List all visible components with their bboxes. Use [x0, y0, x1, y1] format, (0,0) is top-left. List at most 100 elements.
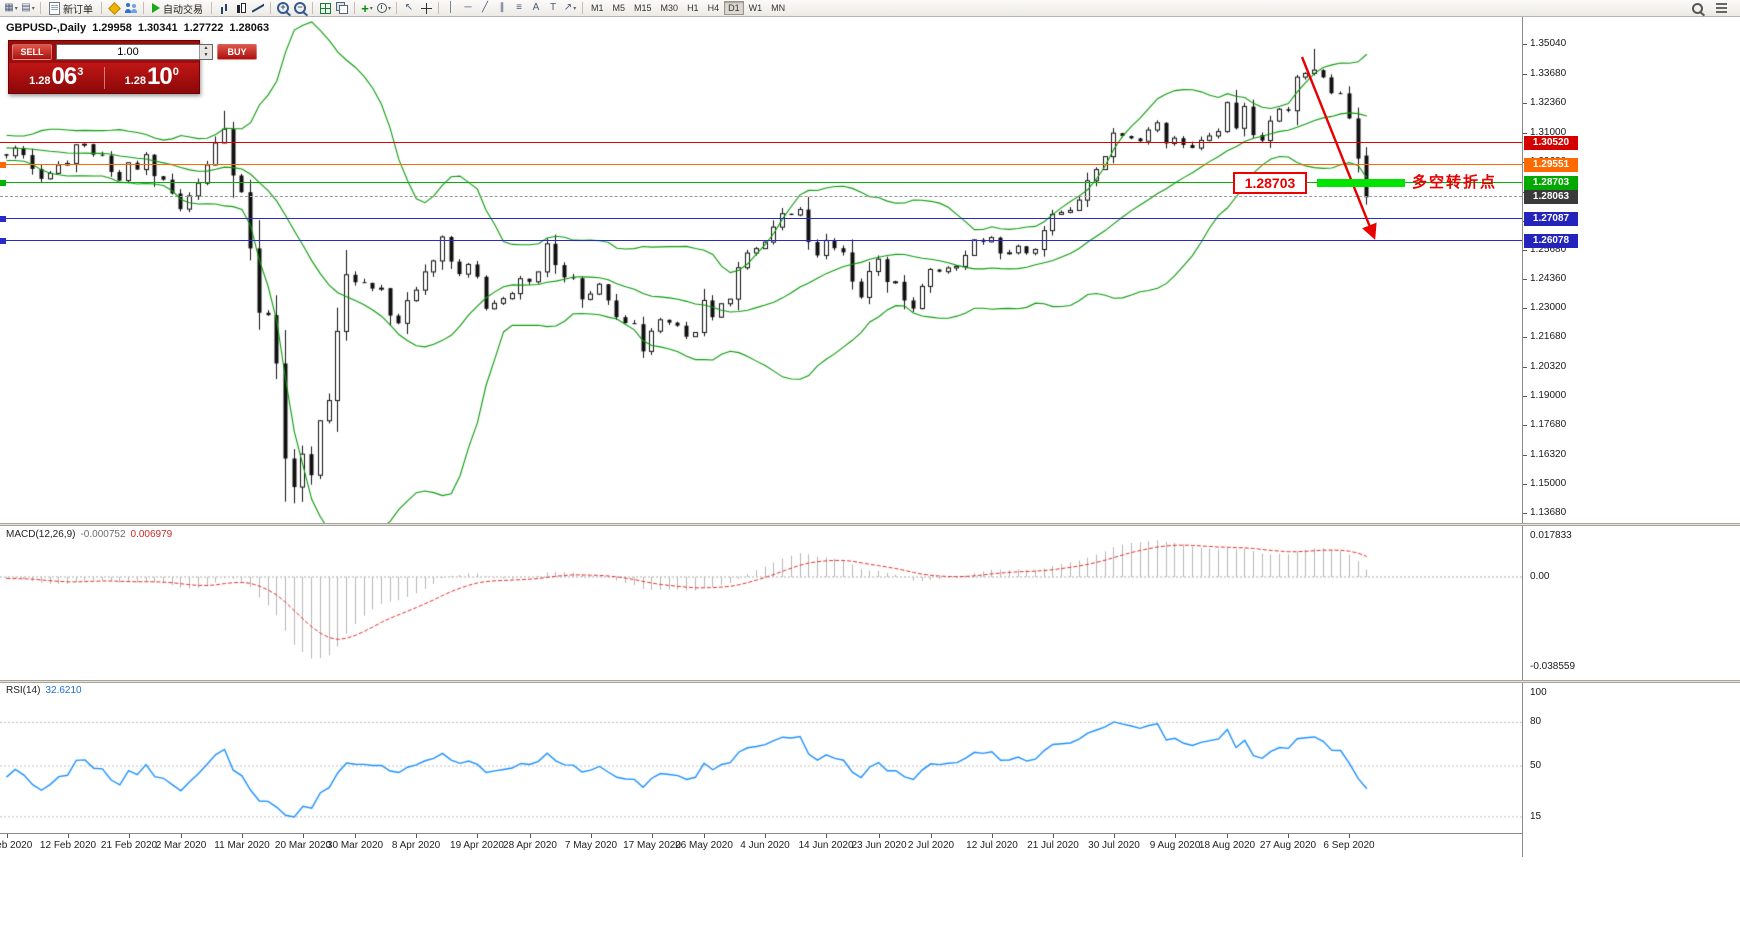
toolbar-separator	[40, 2, 41, 14]
crosshair-button[interactable]	[418, 1, 434, 16]
trendline-button[interactable]: ╱	[477, 1, 493, 16]
buy-price-big: 1.28	[124, 75, 147, 87]
rsi-panel-canvas[interactable]	[0, 683, 1522, 833]
sell-button[interactable]: SELL	[12, 44, 52, 60]
date-tick-mark	[1227, 834, 1228, 838]
hline-1.29551[interactable]	[0, 164, 1522, 165]
channel-icon: ∥	[499, 2, 505, 13]
community-button[interactable]	[123, 1, 139, 16]
price-tick-mark	[1523, 74, 1527, 75]
macd-label: MACD(12,26,9) -0.000752 0.006979	[6, 529, 172, 541]
macd-panel-canvas[interactable]	[0, 526, 1522, 680]
macd-value-main: -0.000752	[80, 529, 126, 540]
date-tick-label: 12 Jul 2020	[966, 840, 1018, 851]
favorites-button[interactable]	[106, 1, 122, 16]
periods-button[interactable]: ▾	[376, 1, 392, 16]
date-tick-label: 26 May 2020	[675, 840, 733, 851]
favorites-icon	[107, 1, 121, 15]
channel-button[interactable]: ∥	[494, 1, 510, 16]
price-tick-mark	[1523, 455, 1527, 456]
line-chart-icon	[252, 2, 264, 14]
timeframe-H4[interactable]: H4	[704, 1, 724, 15]
volume-up-button[interactable]: ▲	[200, 45, 212, 52]
new-chart-button[interactable]: ▦ ▾	[3, 1, 19, 16]
line-chart-button[interactable]	[250, 1, 266, 16]
price-tick-label: 1.13680	[1530, 507, 1567, 518]
cascade-windows-button[interactable]	[334, 1, 350, 16]
play-icon	[152, 3, 160, 13]
price-tick-label: 1.17680	[1530, 419, 1567, 430]
timeframe-M5[interactable]: M5	[609, 1, 630, 15]
profiles-icon: ▤	[21, 2, 31, 13]
timeframe-M15[interactable]: M15	[630, 1, 656, 15]
chevron-down-icon: ▾	[369, 5, 373, 12]
text-icon: A	[532, 2, 540, 13]
timeframe-H1[interactable]: H1	[683, 1, 703, 15]
volume-box: ▲ ▼	[56, 44, 213, 60]
turning-point-highlight[interactable]	[1317, 179, 1405, 187]
date-tick-label: 27 Aug 2020	[1259, 840, 1317, 851]
hline-1.30520[interactable]	[0, 142, 1522, 143]
price-tick-mark	[1523, 44, 1527, 45]
cursor-button[interactable]: ↖	[401, 1, 417, 16]
zoom-out-button[interactable]: −	[292, 1, 308, 16]
toolbar-right-group	[1689, 1, 1729, 16]
price-callout-label[interactable]: 1.28703	[1233, 172, 1307, 194]
date-tick-mark	[181, 834, 182, 838]
date-tick-label: 9 Aug 2020	[1149, 840, 1201, 851]
hline-1.27087[interactable]	[0, 218, 1522, 219]
crosshair-icon	[420, 2, 432, 14]
search-button[interactable]	[1689, 1, 1705, 16]
date-tick-mark	[931, 834, 932, 838]
hline-1.28063[interactable]	[0, 196, 1522, 197]
vertical-line-button[interactable]: │	[443, 1, 459, 16]
fibonacci-button[interactable]: ≡	[511, 1, 527, 16]
main-chart-canvas[interactable]	[0, 17, 1522, 523]
volume-input[interactable]	[57, 45, 199, 59]
buy-price[interactable]: 1.28 10 0	[105, 65, 200, 90]
panel-separator[interactable]	[0, 523, 1740, 526]
zoom-in-icon: +	[277, 2, 289, 14]
zoom-in-button[interactable]: +	[275, 1, 291, 16]
timeframe-D1[interactable]: D1	[724, 1, 744, 15]
timeframe-M1[interactable]: M1	[587, 1, 608, 15]
date-tick-mark	[530, 834, 531, 838]
add-indicator-button[interactable]: + ▾	[359, 1, 375, 16]
horizontal-line-button[interactable]: ─	[460, 1, 476, 16]
text-tool-button[interactable]: A	[528, 1, 544, 16]
timeframe-M30[interactable]: M30	[657, 1, 683, 15]
new-order-button[interactable]: 新订单	[45, 1, 97, 16]
cursor-icon: ↖	[404, 2, 414, 13]
plus-icon: +	[361, 0, 369, 16]
macd-title: MACD(12,26,9)	[6, 529, 76, 540]
hline-1.28703[interactable]	[0, 182, 1522, 183]
menu-button[interactable]	[1713, 1, 1729, 16]
price-axis[interactable]: 1.350401.336801.323601.310001.296801.283…	[1522, 17, 1740, 857]
hline-1.26078[interactable]	[0, 240, 1522, 241]
autotrading-button[interactable]: 自动交易	[148, 1, 207, 16]
candlestick-button[interactable]	[233, 1, 249, 16]
price-tag-1.28063: 1.28063	[1524, 190, 1578, 204]
date-tick-mark	[826, 834, 827, 838]
sell-price-pips: 06	[51, 63, 78, 90]
toolbar-separator	[582, 2, 583, 14]
label-tool-button[interactable]: T	[545, 1, 561, 16]
price-tick-mark	[1523, 484, 1527, 485]
ohlc-high: 1.30341	[137, 22, 178, 34]
sell-price[interactable]: 1.28 06 3	[9, 63, 104, 90]
timeframe-MN[interactable]: MN	[767, 1, 789, 15]
panel-separator[interactable]	[0, 680, 1740, 683]
date-tick-mark	[992, 834, 993, 838]
tile-windows-button[interactable]	[317, 1, 333, 16]
buy-button[interactable]: BUY	[217, 44, 257, 60]
arrow-tools-button[interactable]: ↗ ▾	[562, 1, 578, 16]
bar-chart-button[interactable]	[216, 1, 232, 16]
profiles-button[interactable]: ▤ ▾	[20, 1, 36, 16]
volume-down-button[interactable]: ▼	[200, 52, 212, 59]
toolbar-separator	[396, 2, 397, 14]
timeframe-W1[interactable]: W1	[745, 1, 767, 15]
toolbar-separator	[270, 2, 271, 14]
rsi-axis-label: 80	[1530, 716, 1542, 727]
price-tick-mark	[1523, 513, 1527, 514]
